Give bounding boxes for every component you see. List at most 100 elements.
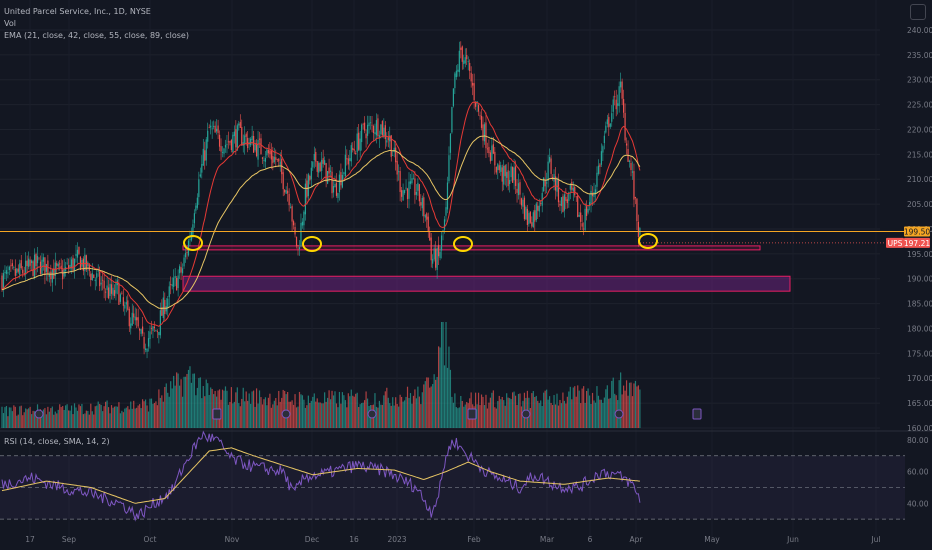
volume-bar (282, 389, 284, 428)
volume-bar (386, 387, 388, 428)
volume-bar (329, 399, 332, 428)
candle-body (184, 252, 187, 258)
volume-bar (44, 408, 46, 428)
volume-bar (8, 407, 10, 428)
volume-bar (5, 405, 8, 428)
candle-body (291, 206, 293, 222)
volume-bar (463, 406, 465, 428)
volume-bar (7, 416, 9, 428)
candle-body (491, 145, 493, 161)
volume-bar (2, 413, 5, 428)
candle-body (501, 167, 503, 182)
volume-bar (509, 398, 511, 428)
volume-bar (196, 387, 198, 428)
candle-body (100, 282, 102, 285)
candle-body (1, 275, 3, 290)
volume-bar (631, 396, 634, 428)
volume-bar (612, 377, 614, 428)
candle-body (618, 86, 620, 107)
candle-body (488, 146, 490, 154)
price-axis[interactable]: 240.00 235.00 230.00 225.00 220.00 215.00 210.… (907, 26, 932, 508)
candle-body (292, 221, 295, 226)
candle-body (16, 268, 18, 274)
last-price-tag-label: 197.21 (904, 239, 930, 248)
candle-body (495, 166, 497, 173)
candle-body (602, 146, 604, 153)
volume-bar (144, 399, 147, 428)
volume-bar (223, 390, 225, 428)
volume-bar (597, 395, 600, 428)
annotation-circle-2 (302, 236, 322, 252)
candle-body (500, 165, 502, 172)
candle-body (383, 127, 385, 137)
candle-body (35, 253, 37, 267)
candle-body (489, 152, 491, 162)
volume-bar (88, 414, 90, 428)
volume-bar (549, 396, 551, 428)
rsi-tick-label: 60.00 (907, 468, 929, 477)
volume-bar (251, 391, 253, 428)
annotation-circles (183, 233, 658, 252)
candle-body (637, 221, 639, 237)
volume-bar (62, 406, 64, 428)
earnings-marker-2 (467, 408, 477, 420)
volume-bar (483, 405, 486, 428)
candle-body (343, 172, 345, 174)
volume-bar (375, 406, 378, 428)
candle-body (196, 197, 198, 208)
candle-body (435, 248, 437, 268)
volume-bar (417, 386, 419, 428)
candle-body (186, 252, 188, 254)
volume-bar (139, 404, 141, 428)
candle-body (482, 124, 484, 141)
volume-bar (102, 411, 104, 428)
volume-bar (544, 390, 546, 428)
volume-bar (352, 395, 354, 428)
volume-bar (445, 322, 447, 428)
volume-bar (406, 386, 409, 428)
candle-body (349, 158, 351, 161)
toolbar-toggle-button[interactable] (910, 4, 926, 20)
candle-body (526, 208, 528, 225)
volume-bar (566, 396, 568, 428)
volume-bar (295, 407, 298, 428)
price-tick-label: 220.00 (907, 125, 932, 134)
volume-bar (241, 398, 243, 428)
volume-bar (284, 390, 286, 428)
candle-body (334, 184, 336, 188)
candle-body (227, 141, 230, 143)
candle-body (294, 226, 296, 235)
volume-bar (460, 395, 462, 428)
candle-body (503, 166, 505, 185)
volume-bar (267, 397, 269, 428)
volume-bar (63, 409, 65, 428)
candle-body (325, 163, 327, 182)
volume-bar (554, 404, 557, 428)
volume-bar (158, 389, 160, 428)
volume-bar (599, 399, 601, 428)
candle-body (414, 178, 416, 196)
candle-body (498, 165, 500, 171)
candle-body (232, 134, 234, 153)
candle-body (439, 251, 441, 259)
candle-body (28, 258, 30, 267)
volume-bar (346, 407, 348, 428)
time-axis[interactable]: 17 Sep Oct Nov Dec 16 2023 Feb Mar 6 Apr May Jun Jul (25, 535, 880, 544)
volume-bar (19, 406, 21, 428)
candle-body (143, 337, 145, 349)
candle-body (600, 151, 602, 165)
candle-body (142, 326, 144, 334)
candle-body (155, 330, 157, 332)
candle-body (106, 285, 108, 291)
candle-body (355, 153, 357, 155)
volume-bar (393, 405, 395, 428)
volume-bar (91, 411, 93, 428)
candle-body (122, 297, 124, 306)
candle-body (612, 99, 614, 112)
candle-body (550, 158, 552, 174)
candle-body (532, 212, 534, 228)
candle-body (358, 132, 360, 150)
candle-body (238, 123, 240, 126)
rsi-line (1, 430, 641, 522)
